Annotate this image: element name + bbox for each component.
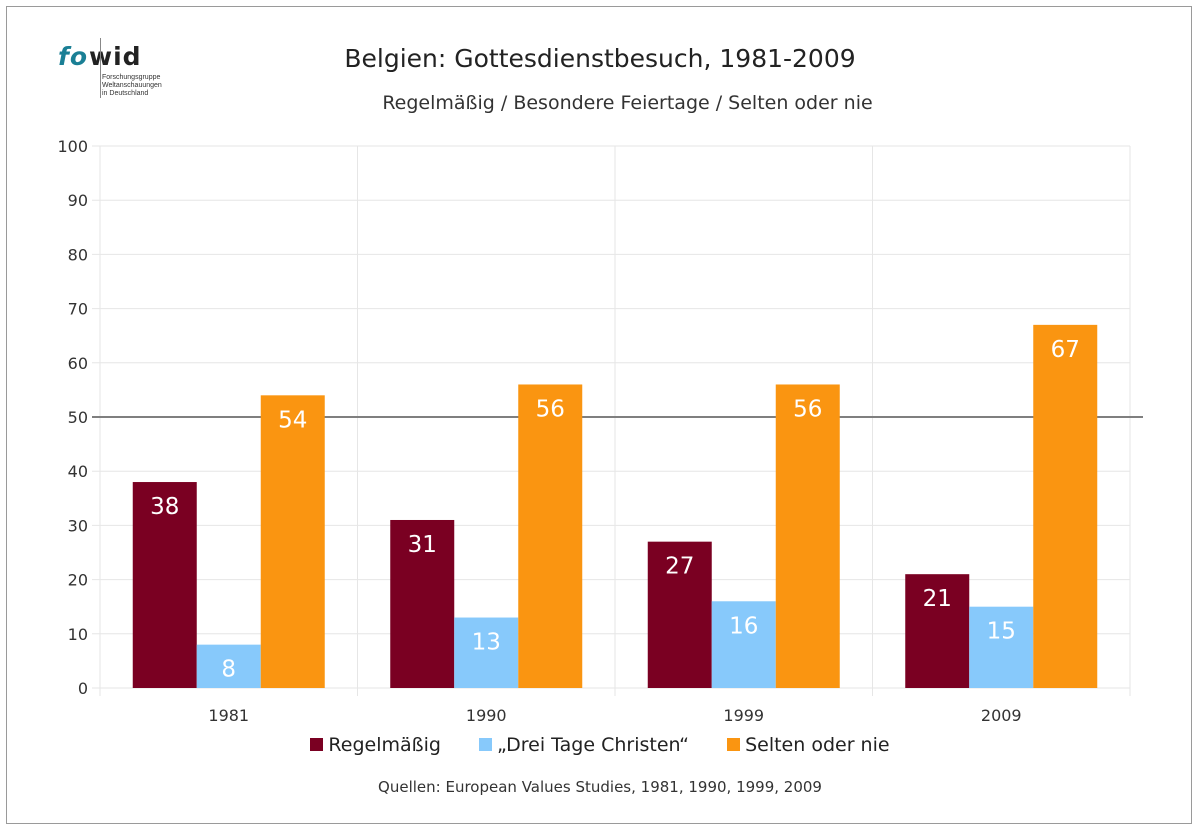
chart-subtitle-text: Regelmäßig / Besondere Feiertage / Selte… (382, 92, 873, 114)
bar (775, 384, 840, 688)
legend: Regelmäßig „Drei Tage Christen“ Selten o… (0, 734, 1200, 756)
y-tick-label: 10 (68, 625, 88, 644)
data-label: 56 (536, 396, 565, 422)
legend-item-regelmaessig: Regelmäßig (310, 734, 441, 756)
data-label: 15 (987, 619, 1016, 645)
logo-fo: fo (58, 42, 89, 71)
chart-frame (6, 6, 1192, 824)
chart-title: Belgien: Gottesdienstbesuch, 1981-2009 (344, 44, 856, 73)
logo-line-2: Weltanschauungen (102, 82, 162, 89)
y-tick-label: 70 (68, 300, 88, 319)
y-tick-label: 80 (68, 245, 88, 264)
bar (905, 574, 970, 688)
legend-label: Selten oder nie (745, 734, 890, 756)
bar (260, 395, 325, 688)
legend-item-selten-oder-nie: Selten oder nie (727, 734, 890, 756)
x-tick-label: 1999 (723, 706, 764, 725)
logo-divider (100, 38, 101, 98)
logo-wid: wid (89, 42, 142, 71)
logo-line-3: in Deutschland (102, 90, 149, 97)
bar (196, 644, 261, 688)
bar (518, 384, 583, 688)
legend-item-drei-tage-christen: „Drei Tage Christen“ (478, 734, 690, 756)
y-tick-label: 50 (68, 408, 88, 427)
data-label: 8 (221, 657, 236, 683)
bar (390, 519, 455, 688)
data-label: 13 (472, 630, 501, 656)
logo-line-1: Forschungsgruppe (102, 74, 161, 81)
data-label: 38 (150, 494, 179, 520)
data-label: 54 (278, 407, 307, 433)
y-tick-label: 30 (68, 516, 88, 535)
chart-subtitle: Regelmäßig / Besondere Feiertage / Selte… (0, 92, 1200, 114)
legend-label: „Drei Tage Christen“ (496, 734, 690, 756)
data-label: 67 (1051, 337, 1080, 363)
data-label: 31 (408, 532, 437, 558)
bar (132, 482, 197, 688)
y-tick-label: 100 (57, 137, 88, 156)
bar (647, 541, 712, 688)
bar (711, 601, 776, 688)
legend-label: Regelmäßig (328, 734, 441, 756)
source-note: Quellen: European Values Studies, 1981, … (378, 778, 822, 796)
legend-swatch-selten-oder-nie (727, 738, 741, 751)
x-tick-label: 1990 (466, 706, 507, 725)
x-tick-label: 1981 (208, 706, 249, 725)
data-label: 16 (729, 613, 758, 639)
data-label: 21 (923, 586, 952, 612)
y-tick-label: 90 (68, 191, 88, 210)
y-tick-label: 60 (68, 354, 88, 373)
logo-subtitle: Forschungsgruppe Weltanschauungen in Deu… (102, 74, 162, 98)
data-label: 56 (793, 396, 822, 422)
bar (454, 617, 519, 688)
y-tick-label: 20 (68, 571, 88, 590)
x-tick-label: 2009 (981, 706, 1022, 725)
y-tick-label: 0 (78, 679, 88, 698)
y-tick-label: 40 (68, 462, 88, 481)
bar (969, 606, 1034, 688)
fowid-logo: fo wid Forschungsgruppe Weltanschauungen… (58, 38, 178, 102)
legend-swatch-regelmaessig (310, 738, 324, 751)
legend-swatch-drei-tage-christen (478, 738, 492, 751)
data-label: 27 (665, 554, 694, 580)
bar (1033, 324, 1098, 688)
